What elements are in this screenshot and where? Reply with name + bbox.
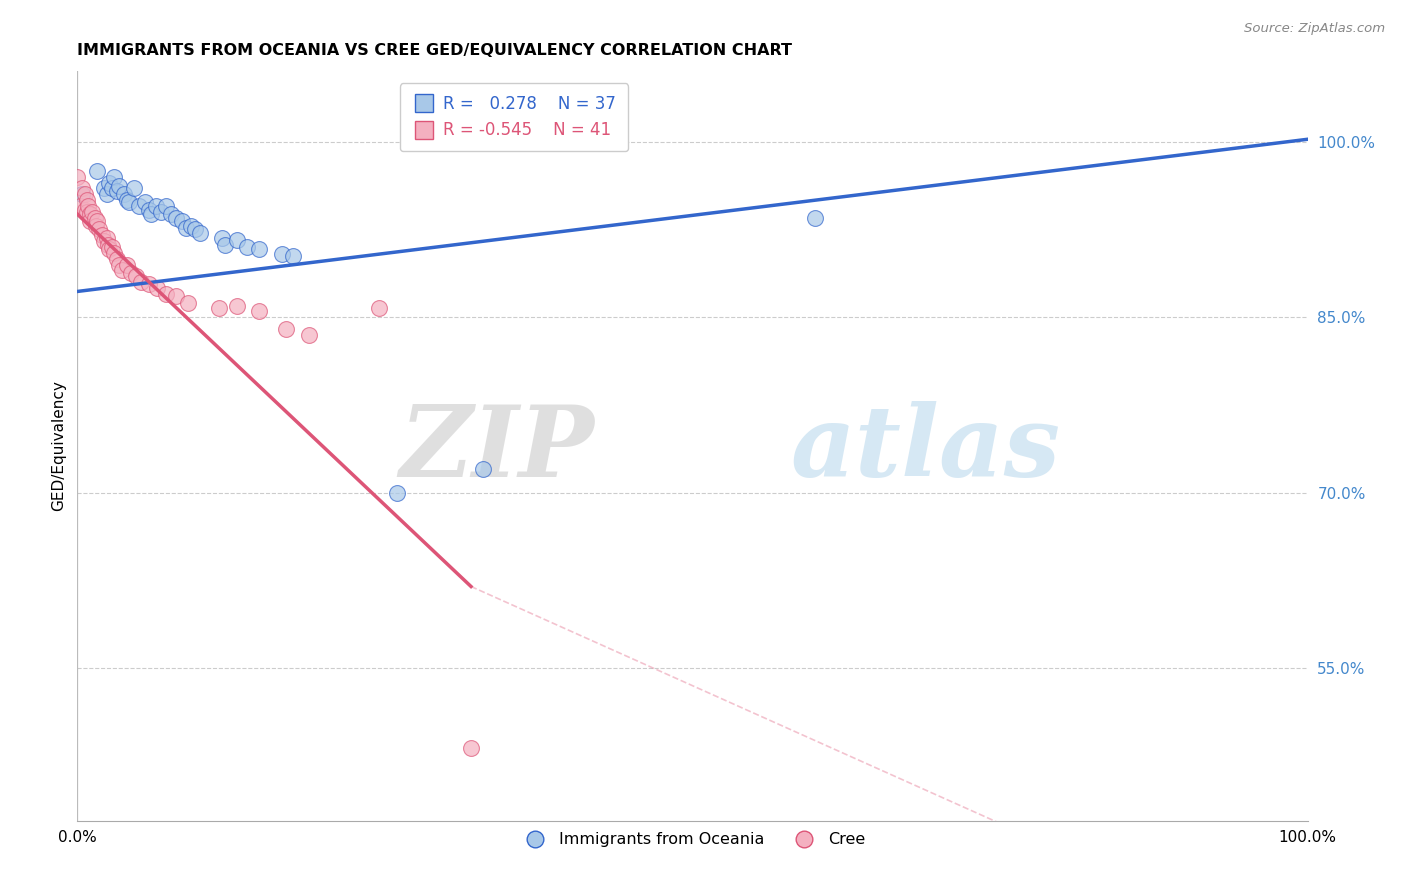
Point (138, 277, 160, 292)
Point (180, 219, 202, 233)
Point (128, 199, 150, 213)
Point (122, 181, 145, 195)
Point (97, 237, 120, 252)
Point (93, 234, 115, 248)
Point (101, 240, 124, 254)
Point (84, 219, 107, 233)
Point (177, 296, 200, 310)
Point (141, 207, 163, 221)
Point (98, 243, 121, 257)
Point (174, 221, 197, 235)
Point (89, 222, 111, 236)
Point (121, 266, 143, 280)
Point (79, 214, 101, 228)
Point (385, 486, 409, 500)
Point (86, 214, 108, 228)
Point (112, 187, 135, 202)
Point (472, 462, 495, 476)
Point (214, 237, 236, 252)
Point (150, 205, 173, 219)
Point (211, 230, 233, 244)
Point (83, 211, 105, 225)
Point (226, 299, 249, 313)
Point (138, 202, 160, 217)
Point (146, 281, 169, 295)
Point (804, 211, 827, 225)
Point (79, 207, 101, 221)
Point (170, 214, 193, 228)
Point (96, 187, 118, 202)
Point (70, 187, 93, 202)
Legend: Immigrants from Oceania, Cree: Immigrants from Oceania, Cree (513, 826, 872, 854)
Point (90, 228, 114, 243)
Point (276, 322, 298, 336)
Point (101, 181, 124, 195)
Text: atlas: atlas (792, 401, 1062, 498)
Point (93, 181, 115, 195)
Point (118, 195, 141, 210)
Point (76, 193, 98, 207)
Point (165, 211, 187, 225)
Point (298, 327, 321, 342)
Point (115, 193, 138, 207)
Point (115, 258, 138, 272)
Point (155, 286, 177, 301)
Point (73, 202, 96, 217)
Point (160, 207, 183, 221)
Point (249, 304, 271, 318)
Text: IMMIGRANTS FROM OCEANIA VS CREE GED/EQUIVALENCY CORRELATION CHART: IMMIGRANTS FROM OCEANIA VS CREE GED/EQUI… (77, 43, 793, 58)
Point (70, 181, 93, 195)
Point (249, 243, 271, 257)
Point (82, 205, 104, 219)
Point (134, 195, 156, 210)
Y-axis label: GED/Equivalency: GED/Equivalency (51, 381, 66, 511)
Point (76, 205, 98, 219)
Point (96, 230, 118, 244)
Point (77, 199, 100, 213)
Point (98, 176, 121, 190)
Point (281, 249, 304, 263)
Point (103, 245, 125, 260)
Point (236, 240, 259, 254)
Point (69, 199, 91, 213)
Point (108, 258, 131, 272)
Point (86, 164, 108, 178)
Point (208, 301, 231, 315)
Point (145, 199, 167, 213)
Point (155, 199, 177, 213)
Point (103, 169, 125, 184)
Point (270, 247, 292, 261)
Point (367, 301, 389, 315)
Point (111, 263, 132, 277)
Point (188, 226, 212, 240)
Point (165, 289, 187, 303)
Point (125, 269, 148, 284)
Point (184, 222, 207, 236)
Point (108, 179, 131, 194)
Point (460, 741, 482, 756)
Point (226, 233, 249, 247)
Text: ZIP: ZIP (399, 401, 595, 498)
Point (66, 169, 89, 184)
Text: Source: ZipAtlas.com: Source: ZipAtlas.com (1244, 22, 1385, 36)
Point (73, 187, 96, 202)
Point (129, 275, 153, 289)
Point (105, 252, 128, 266)
Point (105, 184, 128, 198)
